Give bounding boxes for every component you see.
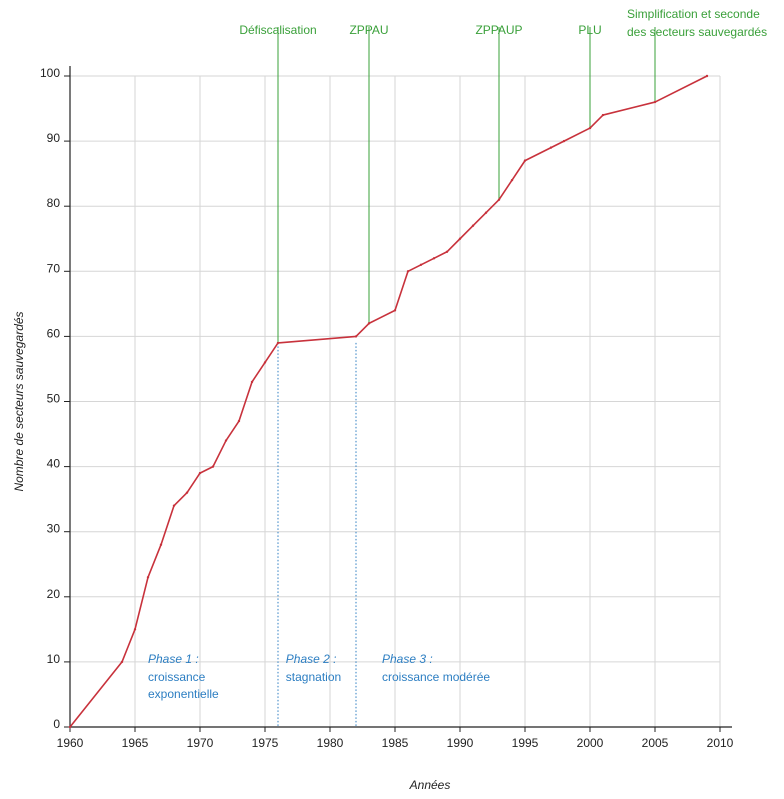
- phase-title: Phase 1 :: [148, 652, 199, 666]
- data-point: [484, 211, 488, 214]
- x-tick-label: 1975: [252, 736, 279, 750]
- y-tick-label: 80: [47, 196, 61, 210]
- data-point: [276, 341, 280, 345]
- data-point: [458, 237, 462, 240]
- data-point: [250, 380, 254, 384]
- y-tick-label: 0: [53, 717, 60, 731]
- y-tick-label: 20: [47, 587, 61, 601]
- data-point: [263, 361, 267, 364]
- x-tick-label: 1965: [122, 736, 149, 750]
- data-point: [68, 725, 72, 729]
- data-point: [133, 628, 137, 631]
- x-tick-label: 1980: [317, 736, 344, 750]
- data-point: [510, 178, 514, 182]
- data-point: [705, 74, 709, 78]
- phase-title: Phase 3 :: [382, 652, 433, 666]
- data-point: [237, 419, 241, 423]
- data-point: [120, 660, 124, 664]
- y-tick-label: 30: [47, 522, 61, 536]
- data-point: [653, 100, 657, 104]
- event-label: ZPPAU: [349, 23, 388, 37]
- x-tick-label: 2005: [642, 736, 669, 750]
- data-point: [419, 263, 423, 266]
- y-axis-title: Nombre de secteurs sauvegardés: [12, 311, 26, 491]
- data-point: [406, 270, 410, 273]
- event-label: ZPPAUP: [475, 23, 522, 37]
- data-point: [497, 198, 501, 201]
- y-tick-label: 40: [47, 457, 61, 471]
- data-point: [588, 126, 592, 130]
- grid: [70, 75, 721, 727]
- x-tick-label: 2000: [577, 736, 604, 750]
- x-axis-title: Années: [409, 778, 451, 792]
- data-point: [367, 322, 371, 325]
- phase-title: Phase 2 :: [286, 652, 337, 666]
- data-point: [549, 146, 553, 149]
- data-point: [198, 471, 202, 475]
- data-point: [146, 576, 150, 579]
- event-label: PLU: [578, 23, 601, 37]
- y-tick-label: 70: [47, 261, 61, 275]
- data-point: [224, 439, 228, 442]
- phase-description: croissance modérée: [382, 670, 490, 684]
- data-point: [354, 335, 358, 338]
- data-point: [172, 504, 176, 507]
- event-label: des secteurs sauvegardés: [627, 25, 767, 39]
- data-point: [523, 159, 527, 162]
- phase-description: stagnation: [286, 670, 341, 684]
- data-point: [185, 491, 189, 494]
- data-point: [601, 113, 605, 117]
- y-tick-label: 50: [47, 392, 61, 406]
- y-tick-label: 60: [47, 326, 61, 340]
- y-tick-label: 10: [47, 652, 61, 666]
- x-tick-label: 1970: [187, 736, 214, 750]
- y-tick-label: 100: [40, 66, 60, 80]
- phase-description: croissance: [148, 670, 206, 684]
- x-tick-label: 1995: [512, 736, 539, 750]
- x-tick-label: 1960: [57, 736, 84, 750]
- x-tick-label: 1990: [447, 736, 474, 750]
- data-point: [471, 224, 475, 227]
- x-tick-label: 1985: [382, 736, 409, 750]
- y-tick-label: 90: [47, 131, 61, 145]
- phase-description: exponentielle: [148, 687, 219, 701]
- x-tick-label: 2010: [707, 736, 734, 750]
- data-point: [562, 139, 566, 143]
- data-point: [211, 465, 215, 468]
- event-label: Simplification et seconde: [627, 7, 760, 21]
- data-point: [445, 250, 449, 253]
- data-point: [393, 309, 397, 312]
- event-label: Défiscalisation: [239, 23, 316, 37]
- data-point: [159, 543, 163, 546]
- data-point: [432, 257, 436, 260]
